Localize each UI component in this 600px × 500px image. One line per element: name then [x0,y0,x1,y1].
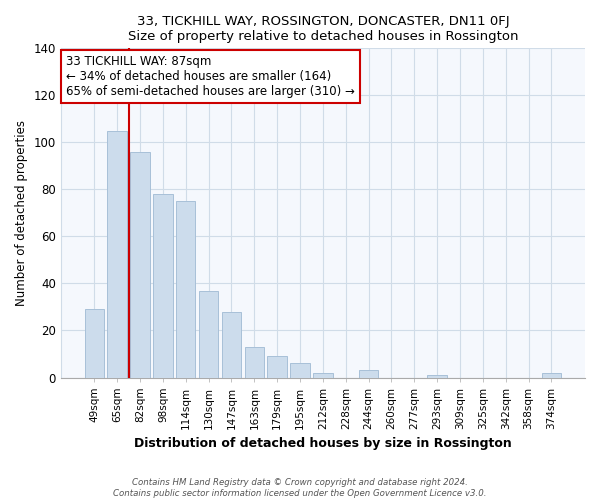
Y-axis label: Number of detached properties: Number of detached properties [15,120,28,306]
Bar [130,152,150,378]
Bar [359,370,379,378]
Bar [245,347,264,378]
Bar [427,375,447,378]
Bar [542,373,561,378]
Bar [176,201,196,378]
X-axis label: Distribution of detached houses by size in Rossington: Distribution of detached houses by size … [134,437,512,450]
Text: Contains HM Land Registry data © Crown copyright and database right 2024.
Contai: Contains HM Land Registry data © Crown c… [113,478,487,498]
Bar [85,310,104,378]
Bar [107,130,127,378]
Bar [222,312,241,378]
Bar [313,373,332,378]
Text: 33 TICKHILL WAY: 87sqm
← 34% of detached houses are smaller (164)
65% of semi-de: 33 TICKHILL WAY: 87sqm ← 34% of detached… [66,55,355,98]
Bar [268,356,287,378]
Bar [199,290,218,378]
Bar [290,364,310,378]
Bar [153,194,173,378]
Title: 33, TICKHILL WAY, ROSSINGTON, DONCASTER, DN11 0FJ
Size of property relative to d: 33, TICKHILL WAY, ROSSINGTON, DONCASTER,… [128,15,518,43]
